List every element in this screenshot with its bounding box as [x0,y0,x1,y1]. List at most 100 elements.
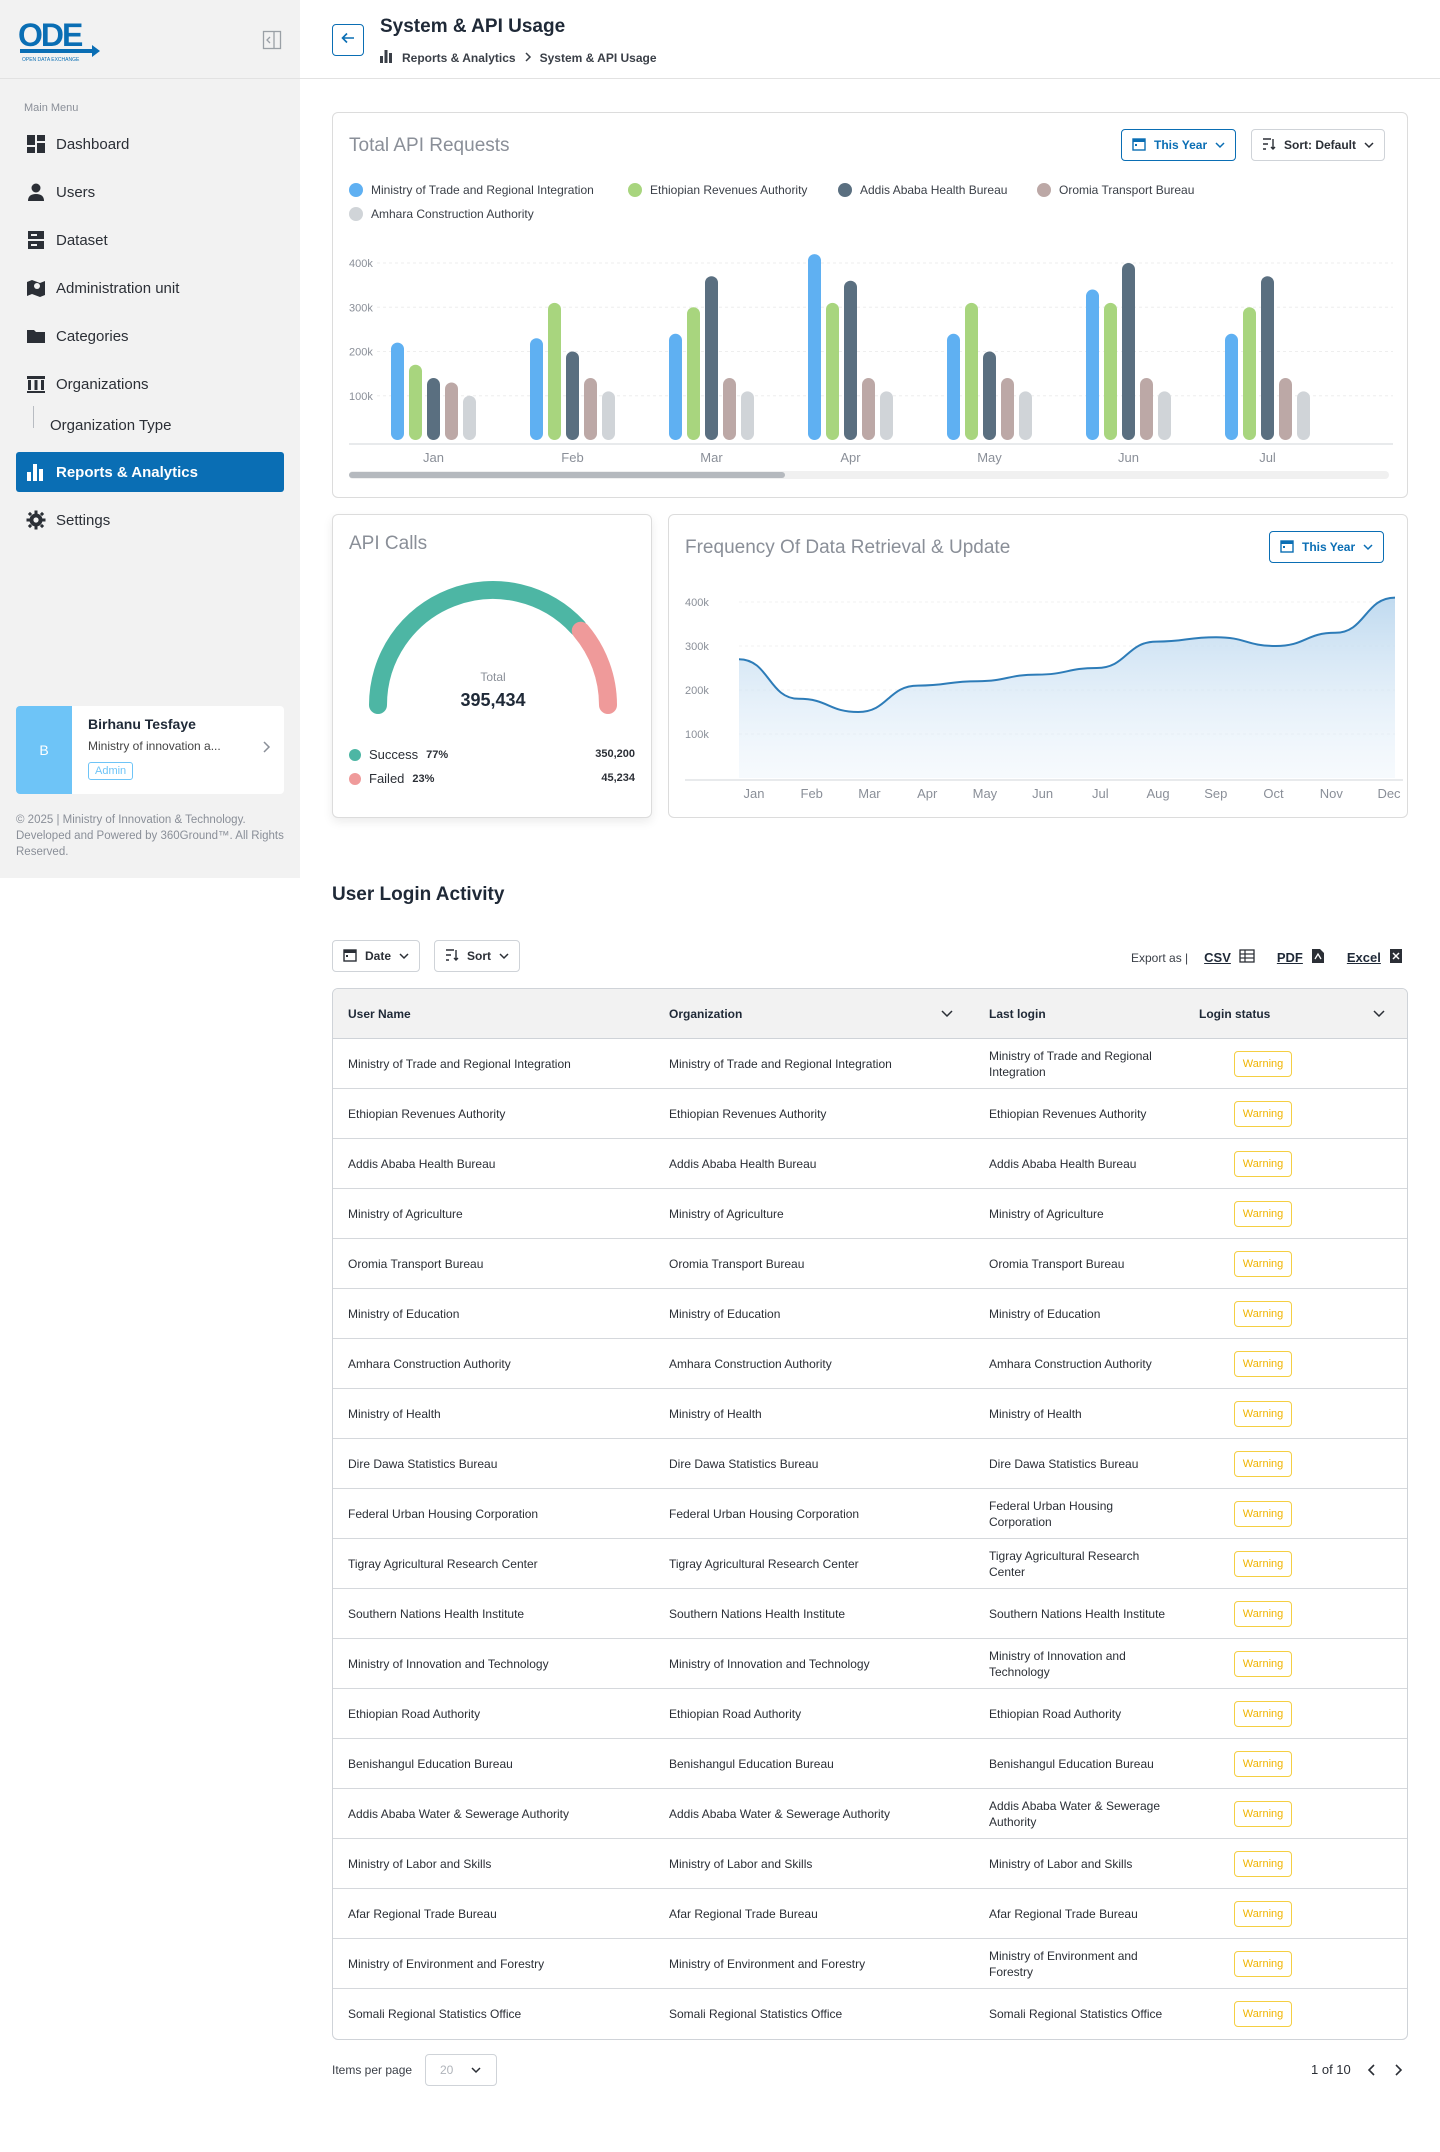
sort-button[interactable]: Sort [434,940,520,972]
chevron-right-icon[interactable] [262,740,272,759]
user-icon [24,180,48,204]
sidebar-item-administration-unit[interactable]: Administration unit [16,268,284,308]
column-header-organization[interactable]: Organization [669,1007,743,1021]
period-dropdown[interactable]: This Year [1121,129,1237,161]
period-dropdown[interactable]: This Year [1269,531,1385,563]
date-filter-button[interactable]: Date [332,940,421,972]
bar [1122,263,1135,440]
pdf-icon[interactable] [1311,948,1325,967]
cell-organization: Southern Nations Health Institute [669,1607,846,1621]
table-row[interactable]: Ministry of Agriculture Ministry of Agric… [333,1189,1407,1239]
bar [808,254,821,440]
sidebar-subitem-organization-type[interactable]: Organization Type [50,417,172,434]
excel-icon[interactable] [1389,948,1403,967]
table-row[interactable]: Benishangul Education Bureau Benishangul … [333,1739,1407,1789]
x-tick-label: Mar [700,450,723,465]
table-row[interactable]: Tigray Agricultural Research Center Tigra… [333,1539,1407,1589]
cell-login-status: Warning [1203,1389,1323,1439]
sidebar-item-reports-analytics[interactable]: Reports & Analytics [16,452,284,492]
avatar: B [16,706,72,794]
table-row[interactable]: Ministry of Innovation and Technology Min… [333,1639,1407,1689]
collapse-sidebar-icon[interactable] [262,30,282,50]
sidebar-item-settings[interactable]: Settings [16,500,284,540]
y-tick-label: 200k [685,685,709,697]
table-row[interactable]: Addis Ababa Water & Sewerage Authority Ad… [333,1789,1407,1839]
table-row[interactable]: Oromia Transport Bureau Oromia Transport … [333,1239,1407,1289]
table-row[interactable]: Ministry of Health Ministry of Health Mini… [333,1389,1407,1439]
sidebar-item-label: Organizations [56,375,149,393]
x-tick-label: Sep [1204,786,1227,801]
table-row[interactable]: Afar Regional Trade Bureau Afar Regional … [333,1889,1407,1939]
user-name: Birhanu Tesfaye [88,716,196,732]
cell-last-login: Addis Ababa Health Bureau [989,1157,1137,1171]
card-title: API Calls [349,533,428,554]
table-row[interactable]: Ministry of Trade and Regional Integrati… [333,1039,1407,1089]
legend-label: Ethiopian Revenues Authority [650,183,808,197]
csv-icon[interactable] [1239,949,1255,966]
sidebar-item-categories[interactable]: Categories [16,316,284,356]
export-excel-link[interactable]: Excel [1346,950,1381,965]
cell-login-status: Warning [1203,1339,1323,1389]
sidebar-item-users[interactable]: Users [16,172,284,212]
column-header-login-status[interactable]: Login status [1199,1007,1271,1021]
table-row[interactable]: Ethiopian Revenues Authority Ethiopian Re… [333,1089,1407,1139]
breadcrumb-parent[interactable]: Reports & Analytics [402,50,516,65]
horizontal-scrollbar-track[interactable] [349,471,1389,479]
column-header-user-name[interactable]: User Name [348,1007,411,1021]
api-requests-bar-chart: 100k 200k 300k 400k Jan Feb Mar Apr May Jun Jul [349,254,1393,465]
sidebar-item-label: Dashboard [56,135,130,153]
status-badge: Warning [1233,1301,1293,1327]
table-row[interactable]: Ministry of Education Ministry of Educati… [333,1289,1407,1339]
sidebar-item-dashboard[interactable]: Dashboard [16,124,284,164]
dashboard-icon [24,132,48,156]
chevron-left-icon[interactable] [1367,2063,1377,2081]
app-logo[interactable]: ODE OPEN DATA EXCHANGE [16,16,102,63]
status-badge: Warning [1233,1801,1293,1827]
bar [741,391,754,440]
chevron-right-icon[interactable] [1393,2063,1403,2081]
chevron-down-icon[interactable] [941,1007,953,1021]
back-button[interactable] [332,24,364,56]
bar [566,351,579,440]
sidebar-item-organizations[interactable]: Organizations [16,364,284,404]
table-row[interactable]: Somali Regional Statistics Office Somali … [333,1989,1407,2039]
legend-item: Ethiopian Revenues Authority [628,183,807,197]
chevron-down-icon [1215,138,1225,152]
calendar-icon [1132,137,1146,154]
chevron-down-icon[interactable] [1373,1007,1385,1021]
user-profile-card[interactable]: B Birhanu Tesfaye Ministry of innovation… [16,706,284,794]
table-row[interactable]: Ethiopian Road Authority Ethiopian Road A… [333,1689,1407,1739]
status-badge: Warning [1233,1651,1293,1677]
cell-organization: Ministry of Education [669,1307,781,1321]
success-legend: Success 77% [349,747,448,762]
column-header-last-login[interactable]: Last login [989,1007,1046,1021]
items-per-page-select[interactable]: 20 [425,2054,497,2086]
bar [1297,391,1310,440]
table-row[interactable]: Amhara Construction Authority Amhara Cons… [333,1339,1407,1389]
x-tick-label: Jun [1118,450,1139,465]
svg-text:ODE: ODE [18,17,83,53]
export-csv-link[interactable]: CSV [1204,950,1231,965]
horizontal-scrollbar-thumb[interactable] [349,472,785,478]
bar [409,364,422,440]
series-line [738,596,1396,714]
bar [602,391,615,440]
cell-organization: Benishangul Education Bureau [669,1757,834,1771]
cell-user-name: Dire Dawa Statistics Bureau [348,1457,498,1471]
table-row[interactable]: Ministry of Environment and Forestry Mini… [333,1939,1407,1989]
table-row[interactable]: Addis Ababa Health Bureau Addis Ababa Hea… [333,1139,1407,1189]
chevron-down-icon [1363,540,1373,554]
legend-swatch [349,748,361,761]
status-badge: Warning [1233,1951,1293,1977]
table-row[interactable]: Federal Urban Housing Corporation Federal… [333,1489,1407,1539]
table-row[interactable]: Dire Dawa Statistics Bureau Dire Dawa Sta… [333,1439,1407,1489]
table-row[interactable]: Southern Nations Health Institute Souther… [333,1589,1407,1639]
sidebar-item-dataset[interactable]: Dataset [16,220,284,260]
export-pdf-link[interactable]: PDF [1276,950,1303,965]
sidebar: ODE OPEN DATA EXCHANGE Main Menu Dashboa… [0,0,300,878]
x-tick-label: Feb [801,786,823,801]
sort-dropdown[interactable]: Sort: Default [1251,129,1385,161]
cell-last-login: Ministry of Innovation and Technology [989,1649,1126,1679]
table-row[interactable]: Ministry of Labor and Skills Ministry of … [333,1839,1407,1889]
y-tick-label: 200k [349,347,373,359]
